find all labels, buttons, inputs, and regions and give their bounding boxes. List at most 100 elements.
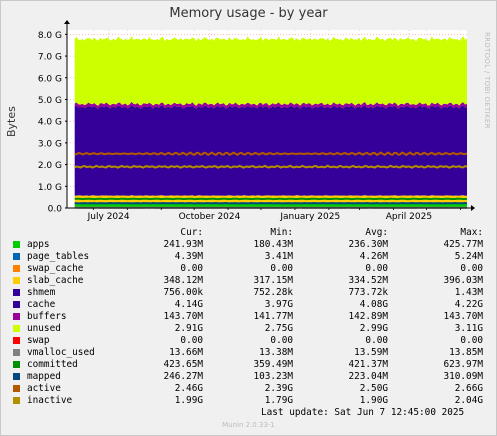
legend-min-value: 3.41M	[264, 251, 293, 262]
legend-min-value: 103.23M	[253, 371, 293, 382]
legend-max-value: 623.97M	[443, 359, 483, 370]
legend-swatch	[13, 301, 20, 308]
legend-row-page-tables: page_tables 4.39M 3.41M 4.26M 5.24M	[0, 251, 497, 263]
y-tick-label: 3.0 G	[38, 139, 62, 149]
legend-name: buffers	[27, 311, 67, 322]
legend-avg-value: 2.50G	[359, 383, 388, 394]
legend-swatch	[13, 277, 20, 284]
legend-row-buffers: buffers 143.70M 141.77M 142.89M 143.70M	[0, 311, 497, 323]
legend-min-value: 0.00	[270, 263, 293, 274]
legend-max-value: 143.70M	[443, 311, 483, 322]
legend-swatch	[13, 373, 20, 380]
legend-avg-value: 0.00	[365, 335, 388, 346]
legend-row-cache: cache 4.14G 3.97G 4.08G 4.22G	[0, 299, 497, 311]
legend-max-value: 2.04G	[454, 395, 483, 406]
legend-name: swap	[27, 335, 50, 346]
legend-row-unused: unused 2.91G 2.75G 2.99G 3.11G	[0, 323, 497, 335]
y-axis-arrow	[64, 20, 70, 24]
legend-avg-value: 334.52M	[348, 275, 388, 286]
legend-swatch	[13, 361, 20, 368]
line-inactive	[74, 164, 468, 169]
area-unused	[74, 36, 467, 106]
y-tick-label: 8.0 G	[38, 31, 62, 41]
legend-avg-value: 2.99G	[359, 323, 388, 334]
legend-cur-value: 241.93M	[163, 239, 203, 250]
legend-cur-value: 246.27M	[163, 371, 203, 382]
legend-avg-value: 236.30M	[348, 239, 388, 250]
legend-row-swap: swap 0.00 0.00 0.00 0.00	[0, 335, 497, 347]
legend-row-inactive: inactive 1.99G 1.79G 1.90G 2.04G	[0, 395, 497, 407]
legend-name: vmalloc_used	[27, 347, 95, 358]
legend-min-value: 317.15M	[253, 275, 293, 286]
legend-cur-value: 0.00	[180, 335, 203, 346]
legend-avg-value: 4.08G	[359, 299, 388, 310]
legend-name: committed	[27, 359, 78, 370]
legend-cur-value: 143.70M	[163, 311, 203, 322]
legend-max-value: 425.77M	[443, 239, 483, 250]
legend-table: apps 241.93M 180.43M 236.30M 425.77M page_tab…	[0, 239, 497, 409]
legend-max-value: 5.24M	[454, 251, 483, 262]
legend-cur-value: 2.46G	[174, 383, 203, 394]
legend-avg-value: 0.00	[365, 263, 388, 274]
legend-name: apps	[27, 239, 50, 250]
x-tick-label: July 2024	[87, 212, 130, 222]
last-update: Last update: Sat Jun 7 12:45:00 2025	[261, 407, 465, 418]
legend-cur-value: 423.65M	[163, 359, 203, 370]
y-tick-label: 5.0 G	[38, 96, 62, 106]
legend-avg-value: 773.72k	[348, 287, 388, 298]
legend-cur-value: 4.14G	[174, 299, 203, 310]
legend-min-value: 180.43M	[253, 239, 293, 250]
legend-row-mapped: mapped 246.27M 103.23M 223.04M 310.09M	[0, 371, 497, 383]
legend-name: active	[27, 383, 61, 394]
legend-name: shmem	[27, 287, 56, 298]
legend-swatch	[13, 325, 20, 332]
legend-swatch	[13, 385, 20, 392]
legend-min-value: 1.79G	[264, 395, 293, 406]
legend-row-active: active 2.46G 2.39G 2.50G 2.66G	[0, 383, 497, 395]
y-tick-label: 4.0 G	[38, 118, 62, 128]
legend-avg-value: 1.90G	[359, 395, 388, 406]
y-tick-label: 0.0	[48, 205, 63, 215]
legend-min-value: 3.97G	[264, 299, 293, 310]
line-committed	[74, 197, 468, 201]
legend-swatch	[13, 253, 20, 260]
legend-header-cur: Cur:	[180, 227, 203, 238]
legend-header-row: Cur: Min: Avg: Max:	[0, 227, 497, 239]
legend-name: cache	[27, 299, 56, 310]
legend-avg-value: 142.89M	[348, 311, 388, 322]
y-tick-label: 6.0 G	[38, 74, 62, 84]
legend-avg-value: 421.37M	[348, 359, 388, 370]
legend-cur-value: 2.91G	[174, 323, 203, 334]
x-tick-label: April 2025	[386, 212, 432, 222]
legend-min-value: 141.77M	[253, 311, 293, 322]
legend-max-value: 0.00	[460, 263, 483, 274]
legend-swatch	[13, 337, 20, 344]
legend-min-value: 0.00	[270, 335, 293, 346]
legend-cur-value: 1.99G	[174, 395, 203, 406]
legend-min-value: 2.75G	[264, 323, 293, 334]
legend-row-committed: committed 423.65M 359.49M 421.37M 623.97M	[0, 359, 497, 371]
legend-cur-value: 756.00k	[163, 287, 203, 298]
legend-swatch	[13, 241, 20, 248]
legend-max-value: 4.22G	[454, 299, 483, 310]
x-tick-label: January 2025	[279, 212, 340, 222]
legend-name: page_tables	[27, 251, 90, 262]
legend-max-value: 0.00	[460, 335, 483, 346]
legend-max-value: 1.43M	[454, 287, 483, 298]
legend-min-value: 752.28k	[253, 287, 293, 298]
legend-cur-value: 4.39M	[174, 251, 203, 262]
legend-name: swap_cache	[27, 263, 84, 274]
legend-cur-value: 13.66M	[169, 347, 203, 358]
y-tick-label: 1.0 G	[38, 183, 62, 193]
line-active	[74, 151, 468, 157]
legend-swatch	[13, 349, 20, 356]
area-buffers	[74, 101, 467, 109]
legend-swatch	[13, 289, 20, 296]
area-cache	[74, 104, 467, 196]
legend-max-value: 310.09M	[443, 371, 483, 382]
legend-row-apps: apps 241.93M 180.43M 236.30M 425.77M	[0, 239, 497, 251]
legend-swatch	[13, 397, 20, 404]
legend-row-swap-cache: swap_cache 0.00 0.00 0.00 0.00	[0, 263, 497, 275]
legend-row-shmem: shmem 756.00k 752.28k 773.72k 1.43M	[0, 287, 497, 299]
